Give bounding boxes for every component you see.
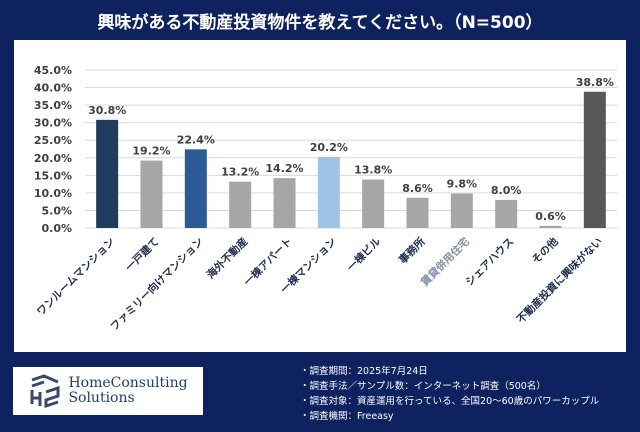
- data-label: 30.8%: [88, 104, 126, 117]
- y-tick-label: 30.0%: [34, 117, 72, 130]
- bar: [317, 157, 340, 228]
- bar: [539, 225, 562, 228]
- data-label: 9.8%: [447, 178, 478, 191]
- logo-mark-icon: [30, 374, 60, 408]
- data-label: 0.6%: [535, 210, 566, 223]
- y-tick-label: 5.0%: [41, 204, 72, 217]
- bar: [184, 149, 207, 228]
- data-label: 20.2%: [310, 141, 348, 154]
- x-tick-label: ファミリー向けマンション: [108, 235, 206, 333]
- x-tick-label: その他: [529, 235, 561, 267]
- data-label: 13.8%: [354, 164, 392, 177]
- bar: [96, 119, 119, 228]
- data-label: 8.0%: [491, 184, 522, 197]
- y-tick-label: 35.0%: [34, 99, 72, 112]
- y-tick-label: 0.0%: [41, 222, 72, 235]
- bar: [495, 199, 518, 228]
- note-agency: ・調査機関：Freeasy: [300, 411, 394, 422]
- y-tick-label: 45.0%: [34, 64, 72, 77]
- bar: [140, 160, 163, 228]
- chart-title: 興味がある不動産投資物件を教えてください。（N=500）: [97, 13, 543, 33]
- data-label: 22.4%: [177, 133, 215, 146]
- y-tick-label: 40.0%: [34, 82, 72, 95]
- y-tick-label: 20.0%: [34, 152, 72, 165]
- x-tick-label: 一棟ビル: [344, 235, 383, 274]
- data-label: 14.2%: [265, 162, 303, 175]
- data-label: 13.2%: [221, 166, 259, 179]
- data-label: 8.6%: [402, 182, 433, 195]
- data-label: 19.2%: [132, 145, 170, 158]
- logo-line-1: HomeConsulting: [68, 375, 188, 391]
- y-tick-label: 10.0%: [34, 187, 72, 200]
- bar: [362, 179, 385, 228]
- y-tick-label: 15.0%: [34, 169, 72, 182]
- bar: [229, 181, 252, 228]
- x-tick-label: 不動産投資に興味がない: [514, 235, 605, 326]
- x-tick-label: シェアハウス: [464, 236, 517, 289]
- x-tick-label: 海外不動産: [204, 235, 250, 281]
- note-target: ・調査対象：資産運用を行っている、全国20～60歳のパワーカップル: [300, 396, 600, 407]
- bar-chart: 0.0% 5.0% 10.0% 15.0% 20.0% 25.0% 30.0% 35.0% 40…: [34, 64, 617, 333]
- bar: [273, 178, 296, 228]
- x-tick-label: ワンルームマンション: [35, 236, 118, 319]
- note-method: ・調査手法／サンプル数：インターネット調査（500名）: [300, 381, 546, 392]
- note-period: ・調査期間：2025年7月24日: [300, 366, 428, 377]
- logo-line-2: Solutions: [68, 390, 135, 406]
- bar: [450, 193, 473, 228]
- survey-notes: ・調査期間：2025年7月24日 ・調査手法／サンプル数：インターネット調査（5…: [300, 364, 599, 424]
- y-tick-label: 25.0%: [34, 134, 72, 147]
- data-label: 38.8%: [576, 76, 614, 89]
- bar: [406, 197, 429, 228]
- company-logo: HomeConsulting Solutions: [13, 367, 203, 415]
- chart-panel: 0.0% 5.0% 10.0% 15.0% 20.0% 25.0% 30.0% 35.0% 40…: [14, 40, 626, 352]
- x-tick-label: 一戸建て: [123, 235, 162, 274]
- bar: [583, 91, 606, 228]
- x-tick-label: 事務所: [396, 235, 428, 267]
